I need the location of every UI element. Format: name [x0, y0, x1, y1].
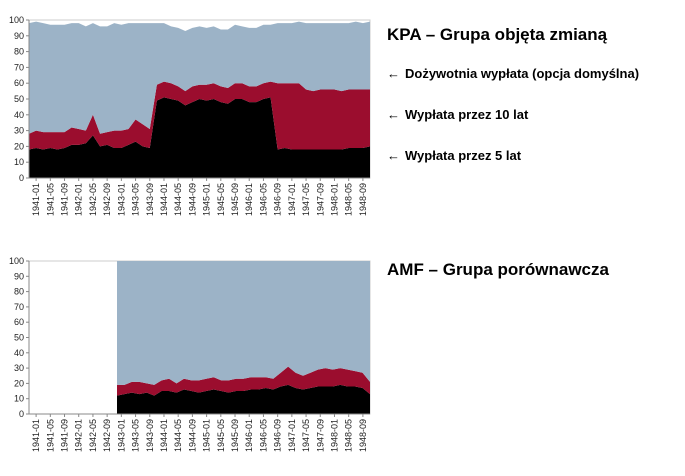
x-tick-label: 1948-01	[329, 419, 339, 452]
x-tick-label: 1944-09	[187, 183, 197, 216]
x-tick-label: 1942-09	[102, 419, 112, 452]
series-area-annuity	[117, 261, 370, 385]
series-area-five-years	[117, 384, 370, 414]
legend-ten-years: ← Wypłata przez 10 lat	[387, 107, 528, 122]
x-tick-label: 1941-09	[60, 419, 70, 452]
x-tick-label: 1946-05	[258, 419, 268, 452]
x-tick-label: 1945-05	[216, 183, 226, 216]
x-tick-label: 1941-09	[60, 183, 70, 216]
legend-five-years-label: Wypłata przez 5 lat	[405, 148, 522, 163]
y-tick-label: 30	[14, 126, 24, 136]
x-tick-label: 1947-05	[301, 419, 311, 452]
x-tick-label: 1947-05	[301, 183, 311, 216]
left-arrow-icon: ←	[387, 148, 400, 163]
y-tick-label: 100	[9, 15, 24, 25]
bottom-chart: 0 10 20 30 40 50 60 70 80 90 100 1941-01 1941-05 1941…	[9, 256, 371, 452]
x-tick-label: 1948-09	[358, 419, 368, 452]
x-tick-label: 1942-01	[74, 419, 84, 452]
x-tick-label: 1941-01	[31, 183, 41, 216]
x-tick-label: 1944-09	[187, 419, 197, 452]
y-tick-label: 90	[14, 31, 24, 41]
x-tick-label: 1943-05	[131, 183, 141, 216]
x-tick-label: 1948-05	[344, 183, 354, 216]
series-area-annuity	[29, 21, 370, 134]
x-tick-label: 1943-09	[145, 419, 155, 452]
x-tick-label: 1946-01	[244, 183, 254, 216]
series-area-ten-years	[29, 81, 370, 150]
x-tick-label: 1946-05	[258, 183, 268, 216]
x-tick-label: 1946-09	[273, 183, 283, 216]
y-tick-label: 100	[9, 256, 24, 266]
x-tick-label: 1946-01	[244, 419, 254, 452]
y-tick-label: 70	[14, 62, 24, 72]
x-tick-label: 1943-05	[131, 419, 141, 452]
x-tick-label: 1947-01	[287, 183, 297, 216]
y-tick-label: 60	[14, 317, 24, 327]
x-tick-label: 1947-01	[287, 419, 297, 452]
x-tick-label: 1944-05	[173, 419, 183, 452]
x-tick-label: 1948-01	[329, 183, 339, 216]
x-tick-label: 1942-05	[88, 419, 98, 452]
x-tick-label: 1943-09	[145, 183, 155, 216]
series-area-ten-years	[117, 366, 370, 396]
x-tick-label: 1941-01	[31, 419, 41, 452]
x-tick-label: 1944-01	[159, 183, 169, 216]
y-tick-label: 30	[14, 363, 24, 373]
x-tick-label: 1945-01	[202, 183, 212, 216]
y-tick-label: 40	[14, 348, 24, 358]
x-tick-label: 1948-05	[344, 419, 354, 452]
y-tick-label: 80	[14, 47, 24, 57]
top-chart: 0 10 20 30 40 50 60 70 80 90 100 1941-01 1941-05 1941…	[9, 15, 371, 216]
legend-five-years: ← Wypłata przez 5 lat	[387, 148, 521, 163]
series-area-five-years	[29, 97, 370, 178]
y-tick-label: 60	[14, 78, 24, 88]
legend-ten-years-label: Wypłata przez 10 lat	[405, 107, 529, 122]
y-tick-label: 10	[14, 157, 24, 167]
x-tick-label: 1943-01	[116, 419, 126, 452]
y-tick-label: 80	[14, 287, 24, 297]
y-tick-label: 20	[14, 141, 24, 151]
y-tick-label: 70	[14, 302, 24, 312]
x-tick-label: 1945-09	[230, 183, 240, 216]
x-tick-label: 1945-05	[216, 419, 226, 452]
bottom-chart-title: AMF – Grupa porównawcza	[387, 260, 609, 279]
x-tick-label: 1946-09	[273, 419, 283, 452]
top-chart-title: KPA – Grupa objęta zmianą	[387, 25, 608, 44]
x-tick-label: 1945-09	[230, 419, 240, 452]
x-tick-label: 1942-09	[102, 183, 112, 216]
left-arrow-icon: ←	[387, 107, 400, 122]
left-arrow-icon: ←	[387, 66, 400, 81]
x-tick-label: 1941-05	[45, 419, 55, 452]
x-tick-label: 1942-01	[74, 183, 84, 216]
legend-annuity-label: Dożywotnia wypłata (opcja domyślna)	[405, 66, 640, 81]
x-tick-label: 1945-01	[202, 419, 212, 452]
y-tick-label: 40	[14, 110, 24, 120]
x-tick-label: 1941-05	[45, 183, 55, 216]
legend-annuity: ← Dożywotnia wypłata (opcja domyślna)	[387, 66, 639, 81]
y-tick-label: 50	[14, 333, 24, 343]
x-tick-label: 1942-05	[88, 183, 98, 216]
y-tick-label: 90	[14, 271, 24, 281]
x-tick-label: 1944-01	[159, 419, 169, 452]
y-tick-label: 10	[14, 394, 24, 404]
y-tick-label: 50	[14, 94, 24, 104]
x-tick-label: 1948-09	[358, 183, 368, 216]
x-tick-label: 1943-01	[116, 183, 126, 216]
y-tick-label: 0	[19, 173, 24, 183]
x-tick-label: 1947-09	[315, 183, 325, 216]
x-tick-label: 1944-05	[173, 183, 183, 216]
x-tick-label: 1947-09	[315, 419, 325, 452]
y-tick-label: 0	[19, 409, 24, 419]
y-tick-label: 20	[14, 378, 24, 388]
